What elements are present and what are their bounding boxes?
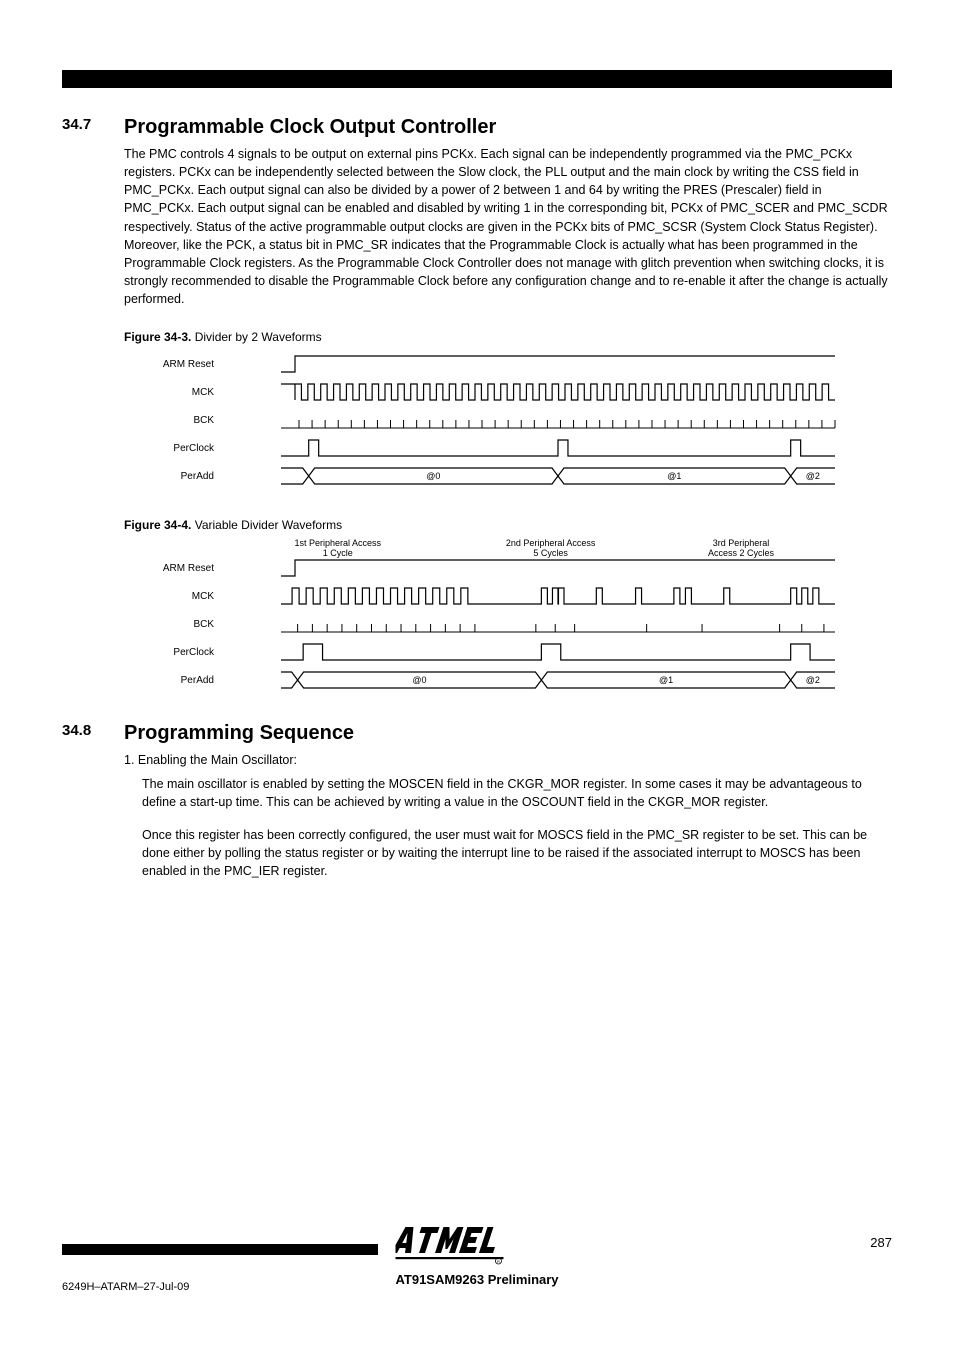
- figure-caption-bold: Figure 34-4.: [124, 518, 191, 532]
- timing-diagram-59: ARM Reset MCK BCK PerClock PerAdd @0 @1 @2: [136, 350, 892, 490]
- section-title: Programming Sequence: [124, 722, 892, 745]
- figure-60: Figure 34-4. Variable Divider Waveforms …: [124, 518, 892, 694]
- signal-label: MCK: [136, 591, 222, 602]
- doc-number: 6249H–ATARM–27-Jul-09: [62, 1281, 189, 1293]
- svg-text:@0: @0: [426, 471, 440, 481]
- svg-text:@2: @2: [806, 471, 820, 481]
- atmel-logo: R AT91SAM9263 Preliminary: [395, 1225, 558, 1287]
- section-number: 34.7: [62, 116, 124, 133]
- section-paragraph: The PMC controls 4 signals to be output …: [124, 145, 892, 308]
- timing-diagram-60: ARM Reset MCK BCK PerClock PerAdd @0 @1 @2: [136, 554, 892, 694]
- figure-caption-rest: Divider by 2 Waveforms: [195, 330, 322, 344]
- signal-label: BCK: [136, 415, 222, 426]
- figure-caption-bold: Figure 34-3.: [124, 330, 191, 344]
- figure-60-top-labels: 1st Peripheral Access1 Cycle2nd Peripher…: [222, 538, 892, 554]
- figure-caption: Figure 34-3. Divider by 2 Waveforms: [124, 330, 892, 344]
- figure-caption-rest: Variable Divider Waveforms: [195, 518, 342, 532]
- svg-text:@0: @0: [412, 675, 426, 685]
- figure-caption: Figure 34-4. Variable Divider Waveforms: [124, 518, 892, 532]
- signal-label: PerAdd: [136, 471, 222, 482]
- section-34-7: 34.7 Programmable Clock Output Controlle…: [62, 116, 892, 322]
- timing-row: PerClock: [136, 434, 892, 462]
- page-footer: R AT91SAM9263 Preliminary 287 6249H–ATAR…: [0, 1225, 954, 1265]
- svg-text:@1: @1: [659, 675, 673, 685]
- step-heading: 1. Enabling the Main Oscillator:: [124, 751, 892, 769]
- header-bar: [62, 70, 892, 88]
- timing-row: BCK: [136, 406, 892, 434]
- figure-59: Figure 34-3. Divider by 2 Waveforms ARM …: [124, 330, 892, 490]
- svg-text:R: R: [497, 1259, 500, 1264]
- svg-text:@2: @2: [806, 675, 820, 685]
- footer-rule: [62, 1244, 378, 1255]
- step-body: The main oscillator is enabled by settin…: [142, 775, 892, 811]
- timing-region-label: 1st Peripheral Access1 Cycle: [283, 538, 393, 558]
- timing-row: ARM Reset: [136, 350, 892, 378]
- timing-region-label: 2nd Peripheral Access5 Cycles: [496, 538, 606, 558]
- signal-label: PerClock: [136, 647, 222, 658]
- section-title: Programmable Clock Output Controller: [124, 116, 892, 139]
- section-34-8: 34.8 Programming Sequence 1. Enabling th…: [62, 722, 892, 894]
- timing-row: ARM Reset: [136, 554, 892, 582]
- timing-row: MCK: [136, 378, 892, 406]
- signal-label: PerClock: [136, 443, 222, 454]
- timing-row: PerAdd @0 @1 @2: [136, 462, 892, 490]
- timing-region-label: 3rd PeripheralAccess 2 Cycles: [686, 538, 796, 558]
- timing-row: PerClock: [136, 638, 892, 666]
- signal-label: PerAdd: [136, 675, 222, 686]
- section-number: 34.8: [62, 722, 124, 739]
- signal-label: MCK: [136, 387, 222, 398]
- signal-label: ARM Reset: [136, 563, 222, 574]
- svg-text:@1: @1: [667, 471, 681, 481]
- signal-label: BCK: [136, 619, 222, 630]
- step-body: Once this register has been correctly co…: [142, 826, 892, 880]
- timing-row: MCK: [136, 582, 892, 610]
- page-number: 287: [870, 1235, 892, 1250]
- timing-row: BCK: [136, 610, 892, 638]
- signal-label: ARM Reset: [136, 359, 222, 370]
- timing-row: PerAdd @0 @1 @2: [136, 666, 892, 694]
- footer-product: AT91SAM9263 Preliminary: [395, 1272, 558, 1287]
